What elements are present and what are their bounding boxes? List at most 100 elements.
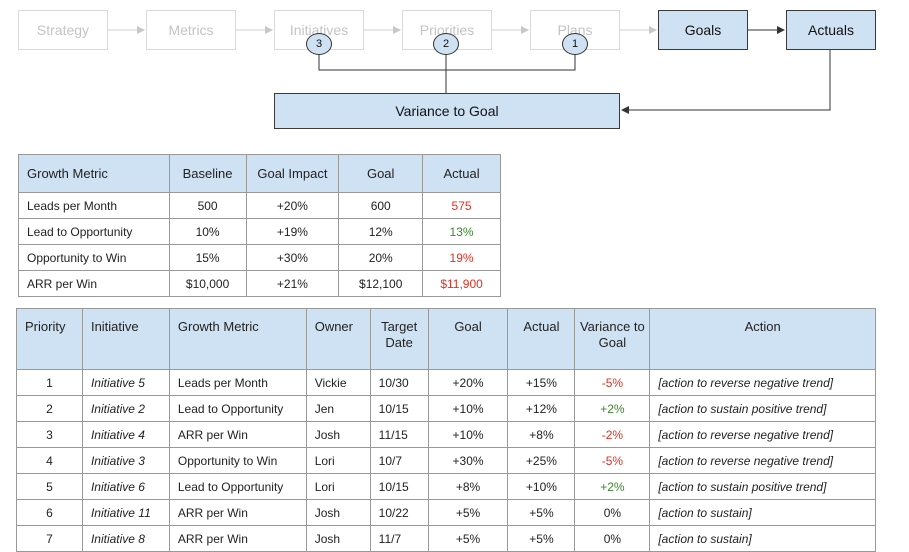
target-date-cell: 10/30 — [369, 369, 429, 396]
growth-metric-cell: ARR per Win — [168, 499, 307, 526]
step-metrics: Metrics — [146, 10, 236, 50]
variance-cell: -2% — [574, 421, 651, 448]
arrow-actuals-variance — [621, 50, 831, 114]
table-row: ARR per Win $10,000 +21% $12,100 $11,900 — [18, 270, 501, 297]
goal-cell: 600 — [338, 192, 424, 219]
actual-cell: 19% — [422, 244, 501, 271]
growth-metric-cell: Lead to Opportunity — [168, 395, 307, 422]
table-row: 6 Initiative 11 ARR per Win Josh 10/22 +5% +5%… — [16, 499, 876, 526]
initiatives-table: Priority Initiative Growth Metric Owner … — [16, 308, 876, 552]
col-goal: Goal — [427, 308, 509, 370]
baseline-cell: 10% — [168, 218, 247, 245]
metric-cell: Leads per Month — [18, 192, 170, 219]
col-action: Action — [649, 308, 876, 370]
growth-metric-cell: Lead to Opportunity — [168, 473, 307, 500]
baseline-cell: 500 — [168, 192, 247, 219]
goal-cell: +20% — [427, 369, 509, 396]
owner-cell: Lori — [305, 473, 371, 500]
variance-cell: -5% — [574, 369, 651, 396]
target-date-cell: 10/7 — [369, 447, 429, 474]
owner-cell: Jen — [305, 395, 371, 422]
goal-cell: $12,100 — [338, 270, 424, 297]
baseline-cell: $10,000 — [168, 270, 247, 297]
col-actual: Actual — [507, 308, 576, 370]
growth-metric-cell: Opportunity to Win — [168, 447, 307, 474]
owner-cell: Lori — [305, 447, 371, 474]
action-cell: [action to reverse negative trend] — [649, 369, 876, 396]
col-baseline: Baseline — [168, 154, 247, 193]
actual-cell: $11,900 — [422, 270, 501, 297]
metric-cell: Lead to Opportunity — [18, 218, 170, 245]
baseline-cell: 15% — [168, 244, 247, 271]
goal-cell: 12% — [338, 218, 424, 245]
growth-metrics-table: Growth Metric Baseline Goal Impact Goal … — [18, 154, 501, 297]
actual-cell: 13% — [422, 218, 501, 245]
variance-cell: +2% — [574, 473, 651, 500]
col-goal: Goal — [338, 154, 424, 193]
goal-cell: +10% — [427, 421, 509, 448]
action-cell: [action to reverse negative trend] — [649, 421, 876, 448]
col-goal-impact: Goal Impact — [245, 154, 340, 193]
action-cell: [action to sustain] — [649, 499, 876, 526]
step-strategy: Strategy — [18, 10, 108, 50]
table-row: Opportunity to Win 15% +30% 20% 19% — [18, 244, 501, 271]
col-initiative: Initiative — [81, 308, 170, 370]
table-header-row: Priority Initiative Growth Metric Owner … — [16, 308, 876, 370]
actual-cell: 575 — [422, 192, 501, 219]
variance-cell: +2% — [574, 395, 651, 422]
connector-badges — [318, 55, 576, 71]
col-actual: Actual — [422, 154, 501, 193]
col-priority: Priority — [16, 308, 83, 370]
initiative-cell: Initiative 11 — [81, 499, 170, 526]
actual-cell: +12% — [507, 395, 576, 422]
goal-cell: +10% — [427, 395, 509, 422]
actual-cell: +15% — [507, 369, 576, 396]
table-header-row: Growth Metric Baseline Goal Impact Goal … — [18, 154, 501, 193]
col-owner: Owner — [305, 308, 371, 370]
actual-cell: +10% — [507, 473, 576, 500]
goal-impact-cell: +19% — [245, 218, 340, 245]
goal-impact-cell: +20% — [245, 192, 340, 219]
table-row: 2 Initiative 2 Lead to Opportunity Jen 10/15… — [16, 395, 876, 422]
initiative-cell: Initiative 3 — [81, 447, 170, 474]
actual-cell: +25% — [507, 447, 576, 474]
table-row: Lead to Opportunity 10% +19% 12% 13% — [18, 218, 501, 245]
metric-cell: Opportunity to Win — [18, 244, 170, 271]
table-row: 4 Initiative 3 Opportunity to Win Lori 10/7 +… — [16, 447, 876, 474]
goal-impact-cell: +21% — [245, 270, 340, 297]
metric-cell: ARR per Win — [18, 270, 170, 297]
action-cell: [action to reverse negative trend] — [649, 447, 876, 474]
variance-to-goal-box: Variance to Goal — [274, 93, 620, 129]
goal-cell: +8% — [427, 473, 509, 500]
col-target-date: Target Date — [369, 308, 429, 370]
badge-3: 3 — [306, 33, 332, 55]
col-growth-metric: Growth Metric — [168, 308, 307, 370]
col-variance: Variance to Goal — [574, 308, 651, 370]
table-row: 1 Initiative 5 Leads per Month Vickie 10/30 +… — [16, 369, 876, 396]
initiative-cell: Initiative 5 — [81, 369, 170, 396]
owner-cell: Vickie — [305, 369, 371, 396]
owner-cell: Josh — [305, 499, 371, 526]
table-row: 3 Initiative 4 ARR per Win Josh 11/15 +10% +8%… — [16, 421, 876, 448]
step-actuals: Actuals — [786, 10, 876, 50]
action-cell: [action to sustain positive trend] — [649, 473, 876, 500]
action-cell: [action to sustain positive trend] — [649, 395, 876, 422]
target-date-cell: 10/22 — [369, 499, 429, 526]
active-arrows — [318, 26, 831, 114]
table-row: 5 Initiative 6 Lead to Opportunity Lori 10/1… — [16, 473, 876, 500]
target-date-cell: 10/15 — [369, 473, 429, 500]
initiative-cell: Initiative 6 — [81, 473, 170, 500]
goal-cell: 20% — [338, 244, 424, 271]
owner-cell: Josh — [305, 421, 371, 448]
variance-cell: 0% — [574, 499, 651, 526]
priority-cell: 5 — [16, 473, 83, 500]
target-date-cell: 11/15 — [369, 421, 429, 448]
priority-cell: 1 — [16, 369, 83, 396]
priority-cell: 6 — [16, 499, 83, 526]
flow-connectors — [108, 26, 831, 114]
col-growth-metric: Growth Metric — [18, 154, 170, 193]
goal-impact-cell: +30% — [245, 244, 340, 271]
initiative-cell: Initiative 4 — [81, 421, 170, 448]
badge-2: 2 — [433, 33, 459, 55]
initiative-cell: Initiative 2 — [81, 395, 170, 422]
